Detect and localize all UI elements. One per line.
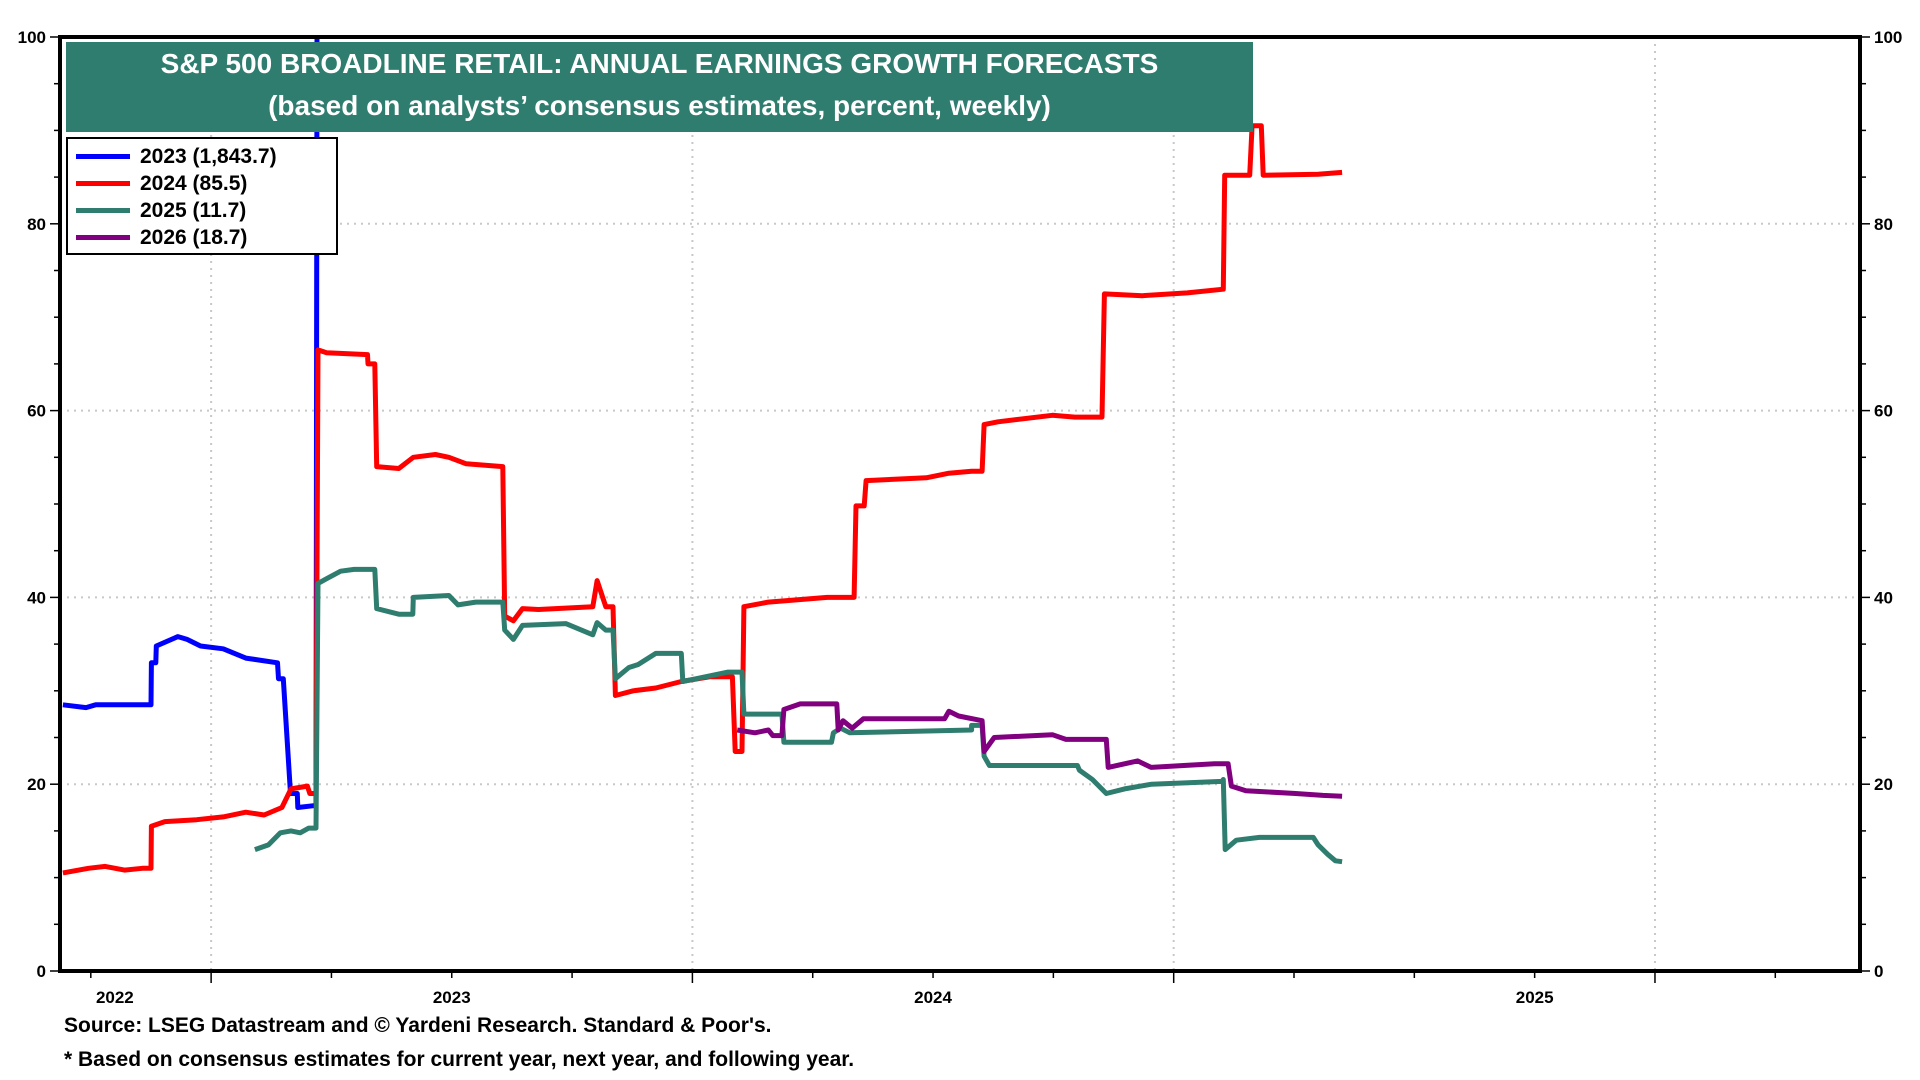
x-tick-label: 2024: [914, 988, 952, 1007]
x-tick-label: 2023: [433, 988, 471, 1007]
y-tick-label-right: 20: [1874, 775, 1893, 794]
legend-swatch-2023: [76, 154, 130, 159]
y-tick-label-left: 80: [27, 215, 46, 234]
legend: 2023 (1,843.7) 2024 (85.5) 2025 (11.7) 2…: [66, 137, 338, 255]
y-tick-label-left: 20: [27, 775, 46, 794]
x-tick-label: 2025: [1516, 988, 1554, 1007]
title-box: S&P 500 BROADLINE RETAIL: ANNUAL EARNING…: [66, 42, 1253, 132]
y-tick-label-left: 100: [18, 28, 46, 47]
legend-item-2024: 2024 (85.5): [68, 170, 336, 197]
chart-subtitle: (based on analysts’ consensus estimates,…: [268, 90, 1051, 121]
axes: 0 0 20 20 40 40 60 60 80 80 100 100 2022 2023 2024 2025: [18, 28, 1903, 1007]
source-note: Source: LSEG Datastream and © Yardeni Re…: [64, 1014, 772, 1037]
legend-label-2024: 2024 (85.5): [140, 171, 248, 195]
y-tick-label-right: 40: [1874, 588, 1893, 607]
y-tick-label-left: 0: [37, 962, 46, 981]
y-tick-label-left: 60: [27, 402, 46, 421]
y-tick-label-right: 60: [1874, 402, 1893, 421]
legend-label-2023: 2023 (1,843.7): [140, 144, 277, 168]
series-line-2025: [254, 566, 1343, 865]
x-tick-label: 2022: [96, 988, 134, 1007]
legend-label-2026: 2026 (18.7): [140, 225, 248, 249]
series-line-2023: [62, 37, 320, 810]
legend-item-2023: 2023 (1,843.7): [68, 143, 336, 170]
legend-swatch-2024: [76, 181, 130, 186]
legend-item-2026: 2026 (18.7): [68, 224, 336, 251]
grid: [60, 37, 1860, 971]
y-tick-label-right: 0: [1874, 962, 1883, 981]
y-tick-label-right: 100: [1874, 28, 1902, 47]
legend-label-2025: 2025 (11.7): [140, 198, 247, 222]
chart-title: S&P 500 BROADLINE RETAIL: ANNUAL EARNING…: [160, 48, 1159, 79]
legend-swatch-2026: [76, 235, 130, 240]
series-line-2024: [62, 123, 1343, 876]
legend-item-2025: 2025 (11.7): [68, 197, 336, 224]
y-tick-label-right: 80: [1874, 215, 1893, 234]
series-layer: [62, 37, 1343, 876]
footnote: * Based on consensus estimates for curre…: [64, 1048, 855, 1071]
series-line-2026: [736, 701, 1343, 799]
legend-swatch-2025: [76, 208, 130, 213]
y-tick-label-left: 40: [27, 588, 46, 607]
